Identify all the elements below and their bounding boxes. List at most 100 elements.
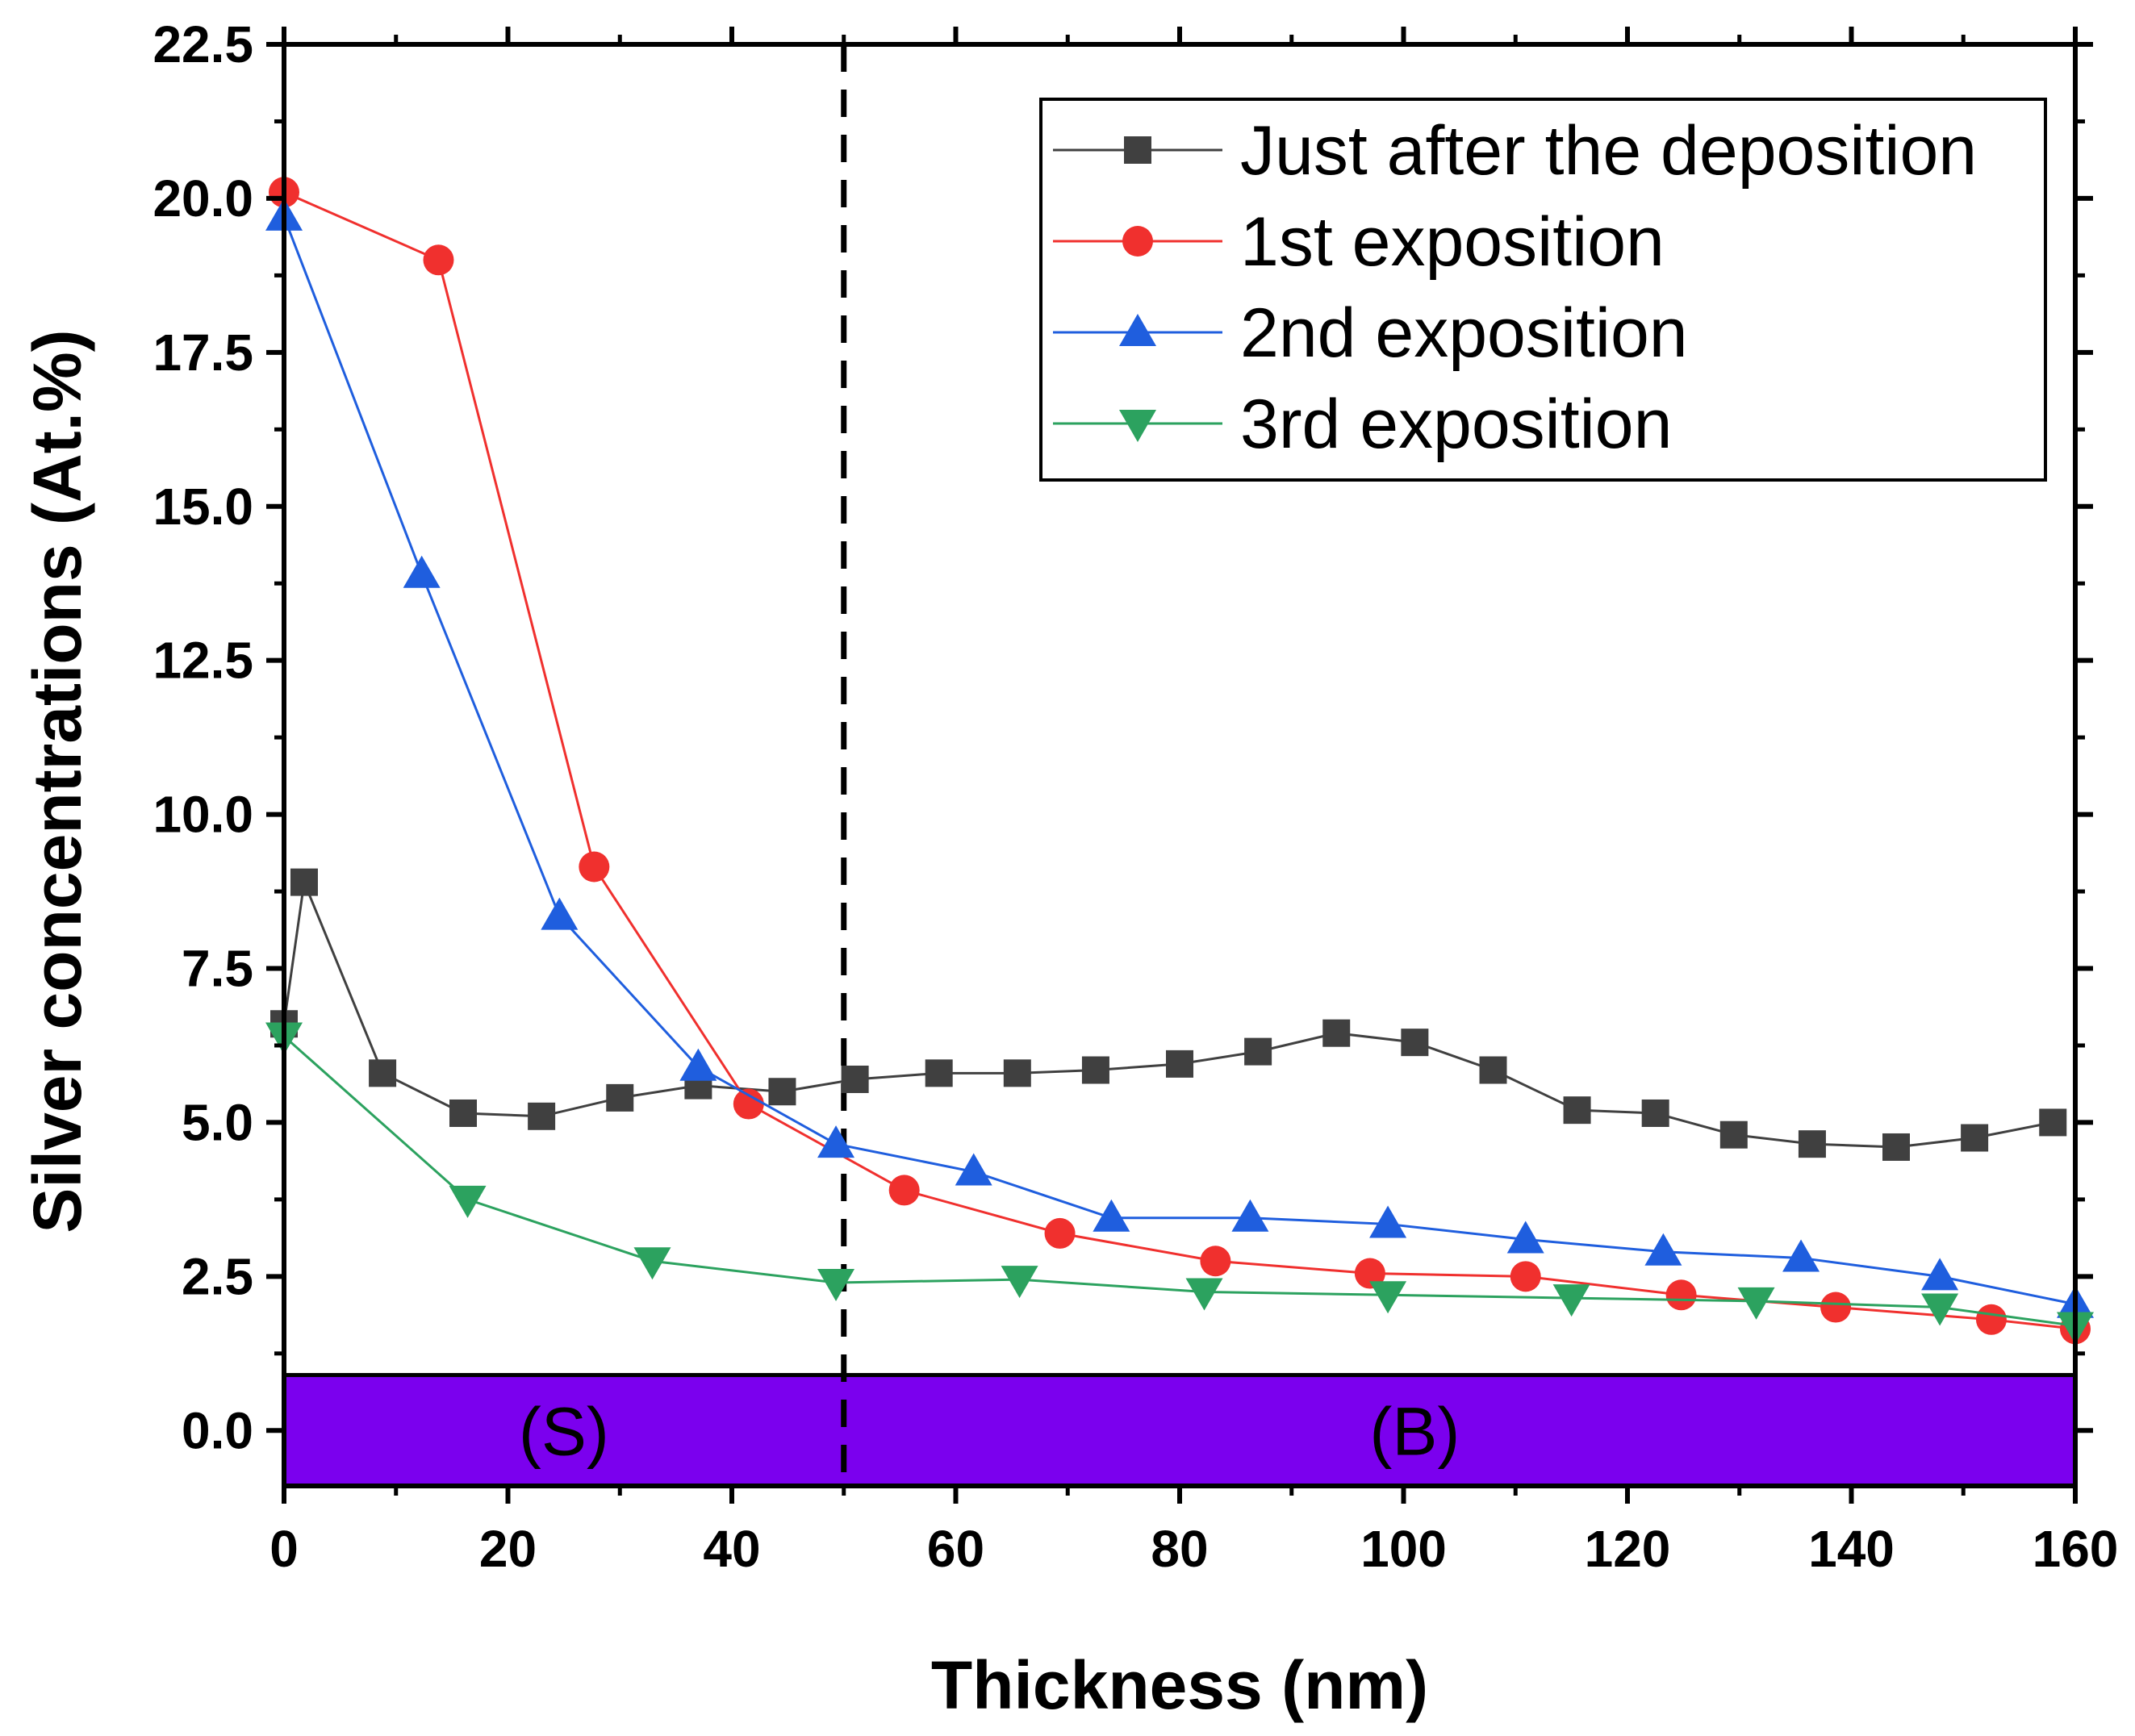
- y-tick-label: 2.5: [182, 1247, 253, 1305]
- data-point: [817, 1125, 855, 1158]
- legend-item: Just after the deposition: [1053, 112, 1977, 190]
- region-label-layer: (S) (B): [519, 1393, 1460, 1469]
- data-point: [1231, 1199, 1269, 1232]
- data-point: [1244, 1037, 1272, 1066]
- data-point: [1737, 1287, 1775, 1320]
- data-point: [1200, 1246, 1231, 1277]
- region-label: (S): [519, 1393, 609, 1469]
- data-point: [1921, 1258, 1959, 1291]
- data-point: [1563, 1096, 1591, 1125]
- legend-item: 3rd exposition: [1053, 386, 1672, 463]
- data-point: [633, 1247, 671, 1280]
- y-axis-title: Silver concentrations (At.%): [19, 329, 95, 1233]
- legend-item: 1st exposition: [1053, 203, 1665, 281]
- y-tick-label: 17.5: [152, 323, 253, 382]
- data-point: [888, 1175, 920, 1206]
- y-tick-label: 10.0: [152, 786, 253, 844]
- data-point: [541, 897, 579, 930]
- x-tick-label: 40: [703, 1520, 760, 1578]
- y-tick-label: 7.5: [182, 940, 253, 998]
- data-point: [1093, 1199, 1130, 1232]
- series-1: [270, 868, 2067, 1161]
- data-point: [290, 868, 318, 896]
- data-point: [1644, 1233, 1682, 1266]
- data-point: [733, 1088, 764, 1120]
- legend-box: [1039, 98, 2047, 482]
- x-axis-title: Thickness (nm): [931, 1647, 1428, 1723]
- series-line: [283, 1035, 2076, 1327]
- data-point: [449, 1099, 477, 1127]
- data-point: [1961, 1124, 1989, 1152]
- data-point: [841, 1065, 869, 1093]
- x-tick-label: 160: [2033, 1520, 2119, 1578]
- data-point: [1921, 1293, 1959, 1326]
- x-tick-label: 20: [479, 1520, 537, 1578]
- series-2: [269, 177, 2091, 1345]
- substrate-band: [282, 1373, 2078, 1488]
- data-point: [1882, 1133, 1910, 1161]
- data-point: [423, 244, 454, 276]
- legend-marker: [1122, 226, 1153, 257]
- data-point: [1510, 1261, 1541, 1292]
- data-point: [1719, 1120, 1748, 1149]
- y-tick-label: 15.0: [152, 478, 253, 536]
- data-point: [1044, 1217, 1076, 1249]
- legend-label: 2nd exposition: [1240, 294, 1688, 372]
- legend-label: 3rd exposition: [1240, 386, 1672, 463]
- legend-marker: [1119, 314, 1156, 346]
- data-point: [579, 851, 610, 883]
- y-tick-label: 22.5: [152, 15, 253, 73]
- data-point: [606, 1083, 634, 1112]
- data-point: [1003, 1059, 1031, 1087]
- data-point: [403, 555, 441, 588]
- x-tick-label: 100: [1360, 1520, 1447, 1578]
- data-point: [1798, 1130, 1826, 1158]
- data-point: [1641, 1099, 1669, 1127]
- data-point: [1369, 1205, 1407, 1238]
- data-point: [955, 1153, 992, 1186]
- series-3: [265, 198, 2094, 1318]
- substrate-band-layer: [282, 1373, 2078, 1488]
- data-point: [1552, 1284, 1590, 1317]
- data-point: [925, 1059, 953, 1087]
- legend-item: 2nd exposition: [1053, 294, 1688, 372]
- data-point: [1782, 1239, 1820, 1272]
- x-tick-label: 120: [1585, 1520, 1671, 1578]
- data-point: [1369, 1281, 1407, 1314]
- legend-marker: [1124, 136, 1151, 164]
- legend-label: 1st exposition: [1240, 203, 1665, 281]
- x-tick-label: 0: [269, 1520, 299, 1578]
- data-point: [1081, 1056, 1109, 1084]
- data-point: [1665, 1279, 1697, 1311]
- data-point: [528, 1102, 556, 1130]
- data-point: [1354, 1258, 1385, 1289]
- data-point: [1479, 1056, 1507, 1084]
- data-point: [2039, 1108, 2067, 1137]
- y-tick-label: 20.0: [152, 169, 253, 227]
- data-point: [768, 1078, 796, 1106]
- region-label: (B): [1369, 1393, 1460, 1469]
- axes-layer: 0 20 40 60 80 100 120 140 160 0.0 2.5 5.0 7.5 10.0 12.…: [152, 15, 2118, 1578]
- legend-marker: [1119, 410, 1156, 442]
- data-point: [679, 1048, 717, 1081]
- data-point: [1166, 1050, 1193, 1078]
- legend: Just after the deposition 1st exposition 2…: [1039, 98, 2047, 482]
- x-tick-label: 60: [927, 1520, 984, 1578]
- x-tick-label: 140: [1808, 1520, 1895, 1578]
- data-point: [1820, 1292, 1852, 1323]
- data-point: [1506, 1221, 1544, 1254]
- y-tick-label: 0.0: [182, 1401, 253, 1459]
- data-point: [369, 1059, 397, 1087]
- series-layer: [265, 177, 2094, 1345]
- data-point: [1322, 1019, 1351, 1047]
- legend-label: Just after the deposition: [1240, 112, 1977, 190]
- data-point: [817, 1268, 855, 1301]
- data-point: [1001, 1266, 1038, 1299]
- data-point: [1975, 1304, 2007, 1335]
- data-point: [449, 1185, 487, 1218]
- data-point: [1401, 1029, 1429, 1057]
- y-tick-label: 12.5: [152, 632, 253, 690]
- data-point: [1185, 1278, 1223, 1311]
- y-tick-label: 5.0: [182, 1093, 253, 1151]
